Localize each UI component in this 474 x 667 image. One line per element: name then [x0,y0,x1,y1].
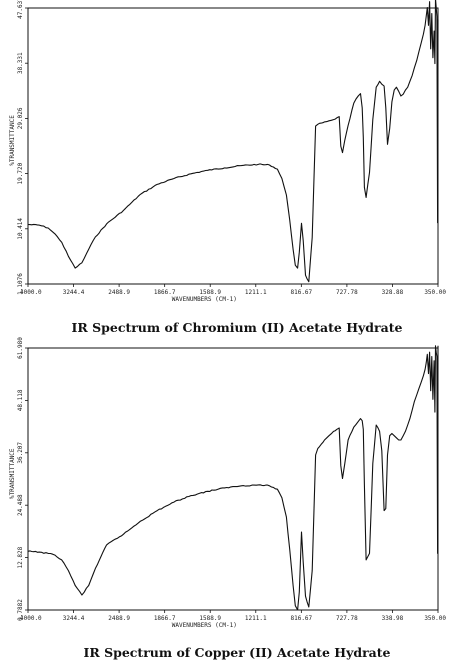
spectrum-trace [27,0,439,283]
spectrum-trace [27,345,439,611]
y-tick-label: 38.331 [17,52,24,74]
x-tick-label: 1866.7 [154,615,176,622]
y-axis-label: %TRANSMITTANCE [9,448,16,499]
y-tick-label: 29.026 [17,107,24,129]
plot-frame [27,347,439,611]
x-tick-label: 816.67 [290,289,312,296]
x-tick-label: 4000.0 [20,289,42,296]
x-tick-label: 816.67 [290,615,312,622]
x-tick-label: 4000.0 [20,615,42,622]
y-tick-label: 47.637 [17,0,24,19]
y-tick-label: 61.980 [17,337,24,359]
x-tick-label: 328.88 [382,289,404,296]
x-tick-label: 2488.9 [108,289,130,296]
x-axis-label: WAVENUMBERS (CM-1) [172,296,237,303]
y-tick-label: 1.1076 [17,273,24,295]
caption-chromium: IR Spectrum of Chromium (II) Acetate Hyd… [71,320,403,335]
y-tick-label: 36.207 [17,442,24,464]
x-axis-label: WAVENUMBERS (CM-1) [172,622,237,629]
chart-chromium-acetate: 4000.0 3244.4 2488.9 1866.7 1588.9 1211.1 816.… [9,0,446,303]
y-tick-label: 12.828 [17,546,24,568]
spectrum-panel-chromium: 4000.0 3244.4 2488.9 1866.7 1588.9 1211.1 816.… [9,0,446,335]
x-tick-label: 3244.4 [63,615,85,622]
y-tick-label: 48.118 [17,389,24,411]
x-tick-label: 338.98 [382,615,404,622]
y-tick-label: 0.7882 [17,599,24,621]
x-tick-label: 3244.4 [63,289,85,296]
x-tick-label: 1211.1 [245,615,267,622]
x-tick-label: 727.78 [336,289,358,296]
y-axis-label: %TRANSMITTANCE [9,115,16,166]
x-tick-label: 1211.1 [245,289,267,296]
x-tick-label: 350.00 [424,615,446,622]
x-tick-label: 1588.9 [199,289,221,296]
y-tick-label: 24.488 [17,494,24,516]
chart-copper-acetate: 4000.0 3244.4 2488.9 1866.7 1588.9 1211.1 816.… [9,337,446,629]
y-tick-label: 19.720 [17,162,24,184]
x-tick-label: 2488.9 [108,615,130,622]
x-tick-label: 1866.7 [154,289,176,296]
x-tick-label: 727.78 [336,615,358,622]
plot-frame [27,7,439,285]
y-tick-label: 10.414 [17,218,24,240]
caption-copper: IR Spectrum of Copper (II) Acetate Hydra… [83,645,391,660]
x-tick-label: 1588.9 [199,615,221,622]
spectrum-panel-copper: 4000.0 3244.4 2488.9 1866.7 1588.9 1211.1 816.… [0,337,474,667]
x-tick-label: 350.00 [424,289,446,296]
